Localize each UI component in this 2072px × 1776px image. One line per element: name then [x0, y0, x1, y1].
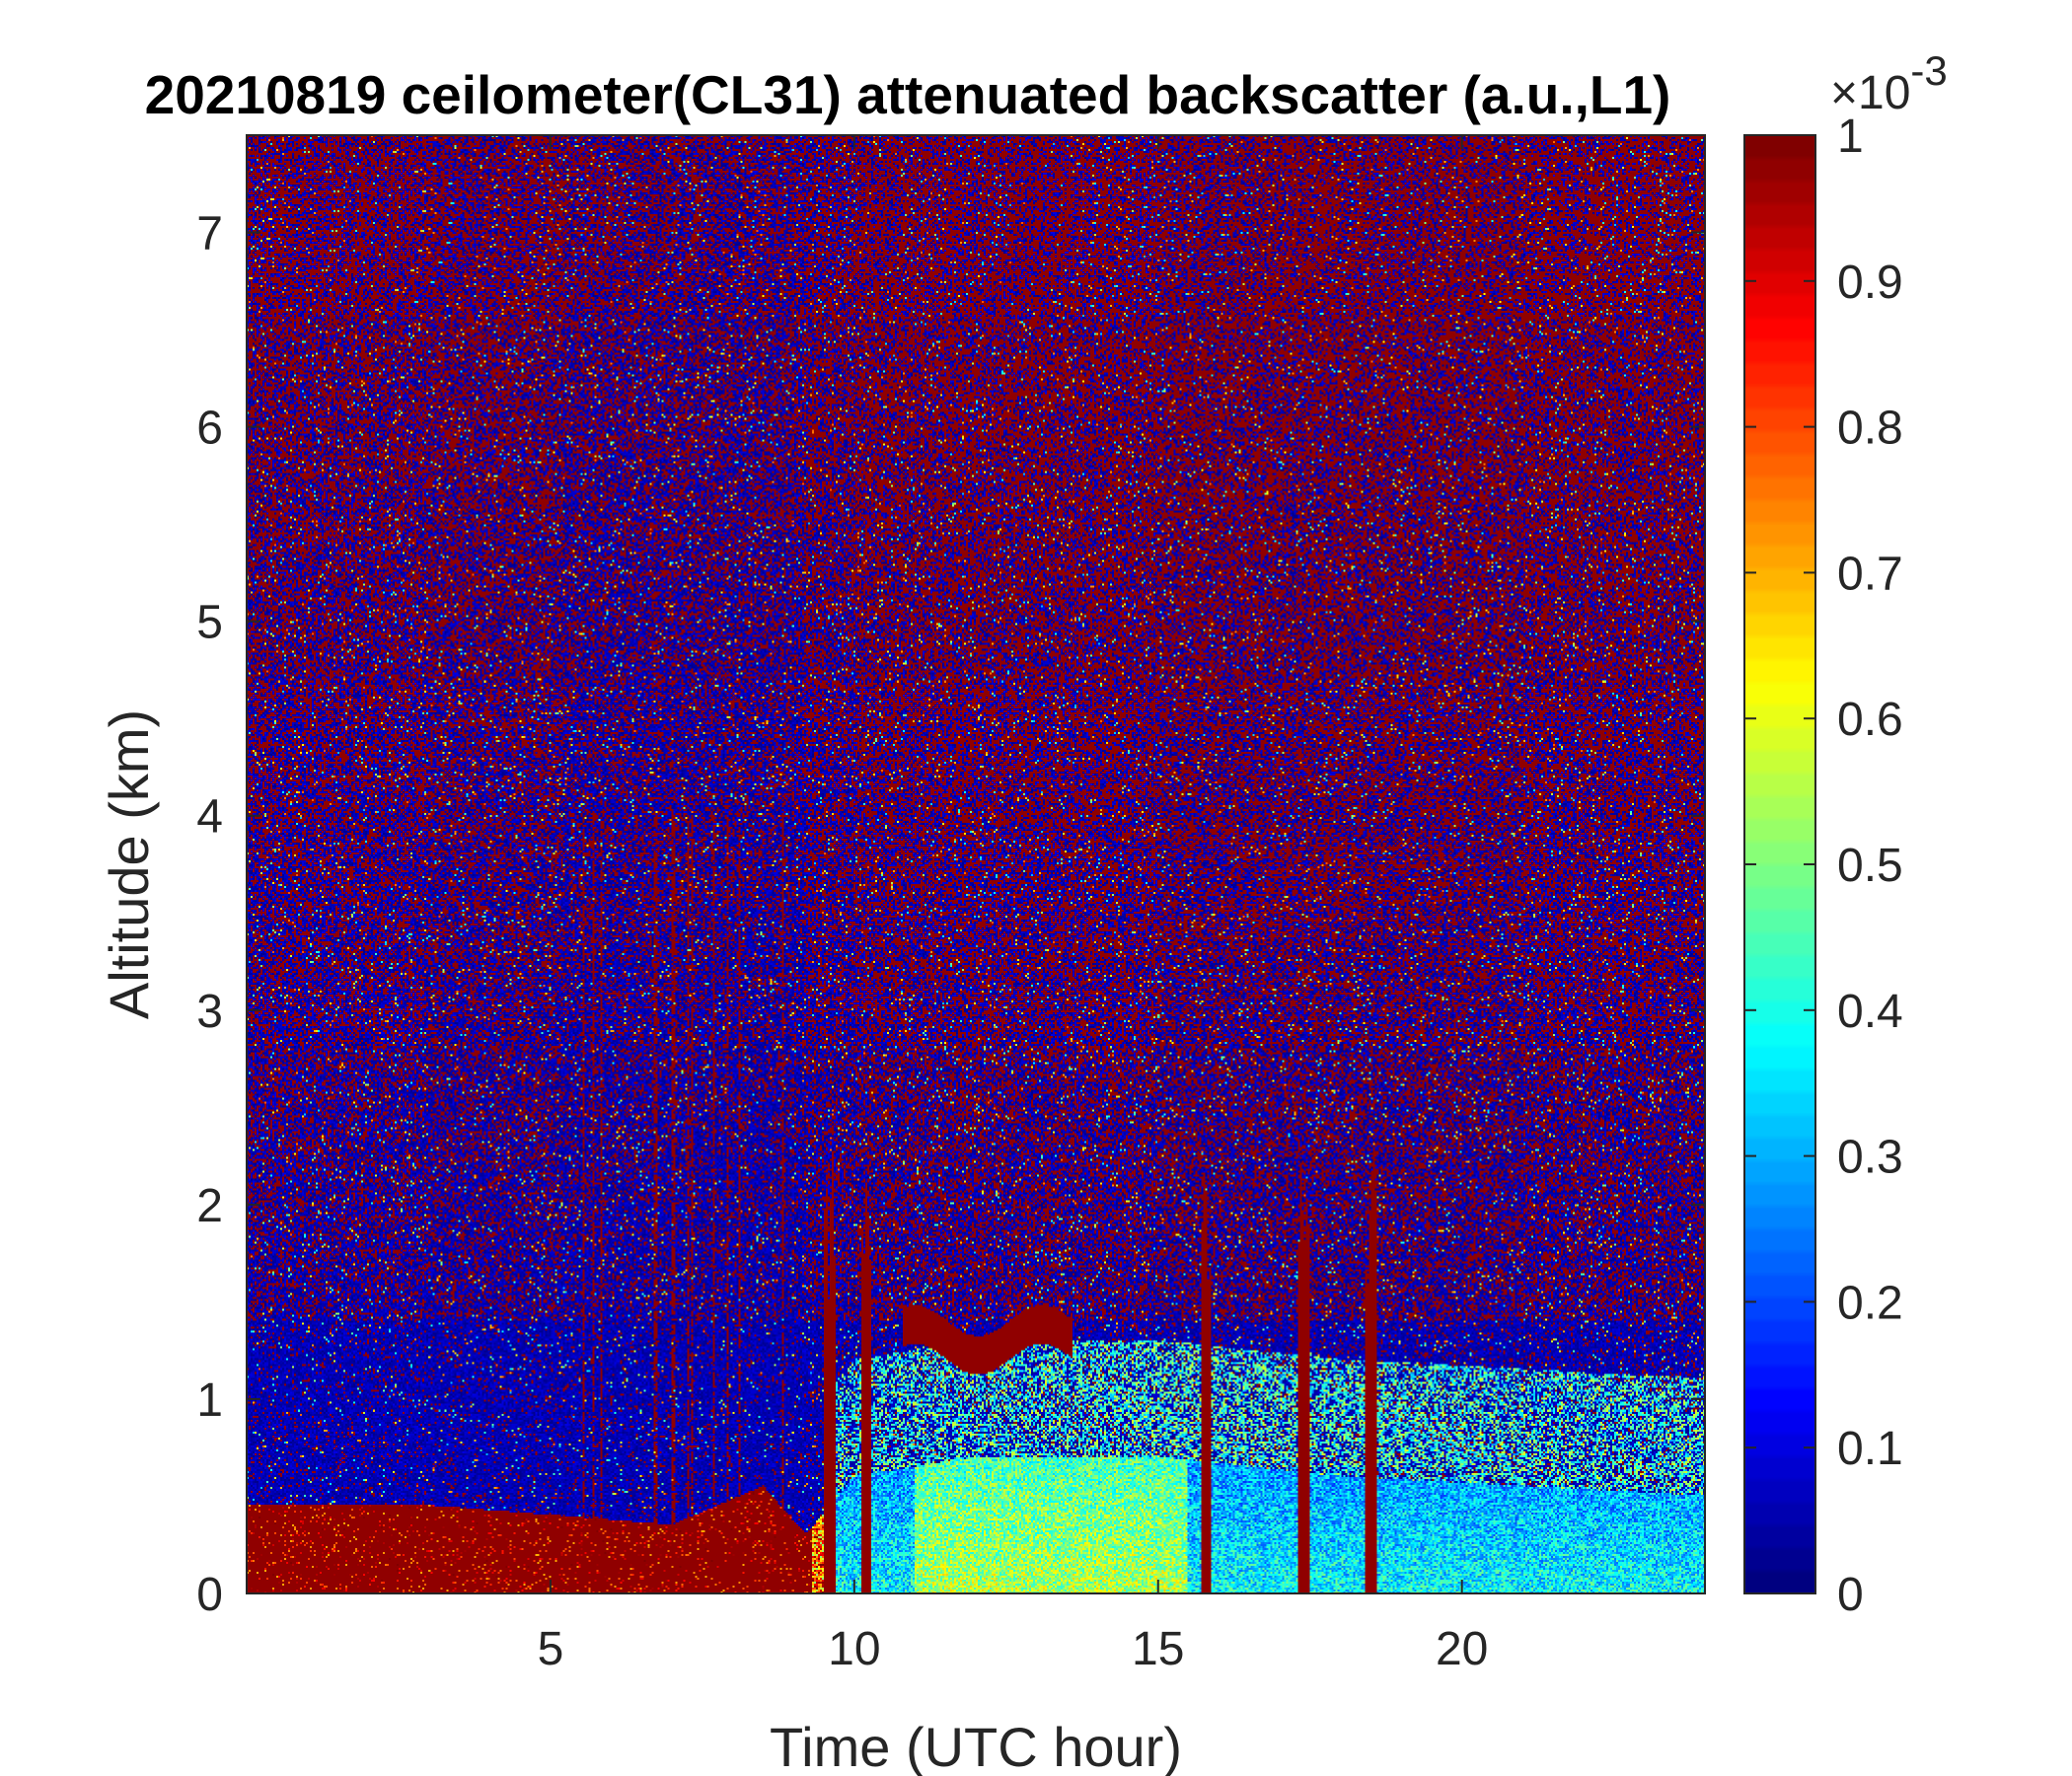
- colorbar-tick-label: 0.9: [1837, 257, 1903, 309]
- colorbar-tick-label: 1: [1837, 111, 1864, 163]
- y-tick-label: 1: [196, 1374, 223, 1427]
- colorbar-multiplier-exponent: -3: [1910, 47, 1947, 94]
- colorbar-tick-label: 0.7: [1837, 548, 1903, 600]
- y-tick-label: 6: [196, 403, 223, 455]
- x-axis: 5 10 15 20: [538, 135, 1488, 1675]
- colorbar-tick-label: 0.4: [1837, 986, 1903, 1038]
- colorbar-tick-label: 0.1: [1837, 1423, 1903, 1475]
- x-tick-label: 5: [538, 1623, 564, 1675]
- colorbar-tick-label: 0.6: [1837, 694, 1903, 746]
- colorbar-multiplier: ×10-3: [1830, 47, 1948, 119]
- chart-title: 20210819 ceilometer(CL31) attenuated bac…: [145, 64, 1671, 125]
- colorbar-tick-label: 0.3: [1837, 1132, 1903, 1184]
- y-tick-label: 7: [196, 208, 223, 260]
- colorbar-tick-label: 0: [1837, 1569, 1864, 1621]
- colorbar-tick-label: 0.8: [1837, 403, 1903, 455]
- colorbar: 0 0.1 0.2 0.3 0.4 0.5 0.6 0.7 0.8 0.9 1 ×10-3: [1743, 47, 1948, 1621]
- colorbar-ticks: 0 0.1 0.2 0.3 0.4 0.5 0.6 0.7 0.8 0.9 1: [1744, 111, 1903, 1621]
- plot-area: [246, 134, 1706, 1594]
- x-axis-label: Time (UTC hour): [770, 1716, 1182, 1776]
- y-tick-label: 2: [196, 1180, 223, 1232]
- y-tick-label: 0: [196, 1569, 223, 1621]
- y-axis-label: Altitude (km): [98, 709, 160, 1019]
- colorbar-multiplier-base: ×10: [1830, 67, 1910, 119]
- colorbar-tick-label: 0.2: [1837, 1277, 1903, 1329]
- x-tick-label: 10: [828, 1623, 880, 1675]
- y-tick-label: 4: [196, 791, 223, 844]
- x-tick-label: 20: [1436, 1623, 1488, 1675]
- colorbar-tick-label: 0.5: [1837, 840, 1903, 892]
- y-axis: 0 1 2 3 4 5 6 7: [196, 208, 1705, 1621]
- y-tick-label: 3: [196, 986, 223, 1038]
- plot-frame: [246, 134, 1706, 1594]
- y-tick-label: 5: [196, 597, 223, 649]
- x-tick-label: 15: [1132, 1623, 1184, 1675]
- heatmap-image: [247, 135, 1705, 1593]
